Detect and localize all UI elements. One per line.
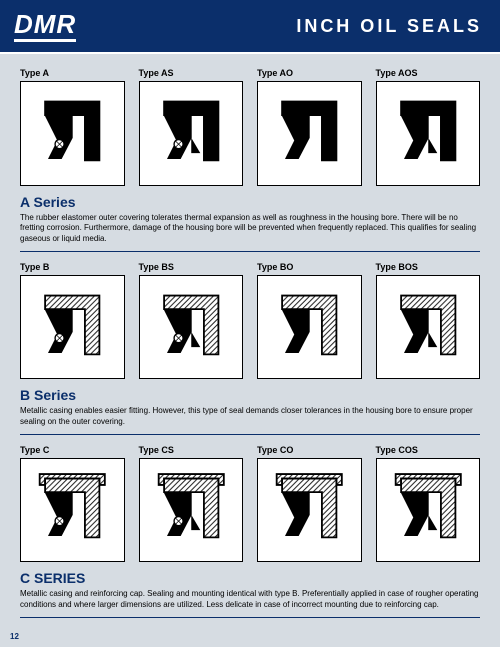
type-row: Type A Type AS Type AO xyxy=(20,68,480,186)
seal-diagram xyxy=(20,458,125,563)
type-label: Type A xyxy=(20,68,125,78)
type-cell: Type BO xyxy=(257,262,362,380)
page-header: DMR INCH OIL SEALS xyxy=(0,0,500,54)
type-label: Type B xyxy=(20,262,125,272)
type-row: Type C Type CS Type CO xyxy=(20,445,480,563)
type-cell: Type AO xyxy=(257,68,362,186)
type-label: Type C xyxy=(20,445,125,455)
type-cell: Type BOS xyxy=(376,262,481,380)
page-content: Type A Type AS Type AO xyxy=(0,54,500,618)
seal-diagram xyxy=(257,458,362,563)
type-cell: Type CS xyxy=(139,445,244,563)
type-label: Type COS xyxy=(376,445,481,455)
page-number: 12 xyxy=(10,632,19,641)
catalog-page: DMR INCH OIL SEALS Type A Type AS xyxy=(0,0,500,647)
series-description: Metallic casing enables easier fitting. … xyxy=(20,406,480,428)
type-cell: Type AOS xyxy=(376,68,481,186)
type-label: Type CO xyxy=(257,445,362,455)
seal-diagram xyxy=(257,81,362,186)
seal-diagram xyxy=(139,458,244,563)
type-cell: Type BS xyxy=(139,262,244,380)
seal-diagram xyxy=(20,81,125,186)
seal-diagram xyxy=(20,275,125,380)
section-divider xyxy=(20,617,480,618)
type-cell: Type A xyxy=(20,68,125,186)
section-divider xyxy=(20,434,480,435)
type-label: Type AS xyxy=(139,68,244,78)
type-cell: Type C xyxy=(20,445,125,563)
type-label: Type BOS xyxy=(376,262,481,272)
seal-diagram xyxy=(376,458,481,563)
type-cell: Type AS xyxy=(139,68,244,186)
series-title: C SERIES xyxy=(20,570,480,586)
type-label: Type CS xyxy=(139,445,244,455)
type-label: Type AO xyxy=(257,68,362,78)
seal-diagram xyxy=(139,275,244,380)
seal-diagram xyxy=(376,81,481,186)
type-label: Type AOS xyxy=(376,68,481,78)
type-cell: Type CO xyxy=(257,445,362,563)
seal-diagram xyxy=(139,81,244,186)
type-cell: Type COS xyxy=(376,445,481,563)
page-title: INCH OIL SEALS xyxy=(296,16,482,37)
type-row: Type B Type BS Type BO xyxy=(20,262,480,380)
series-container: Type A Type AS Type AO xyxy=(20,68,480,618)
type-cell: Type B xyxy=(20,262,125,380)
seal-diagram xyxy=(257,275,362,380)
series-description: Metallic casing and reinforcing cap. Sea… xyxy=(20,589,480,611)
section-divider xyxy=(20,251,480,252)
series-title: B Series xyxy=(20,387,480,403)
seal-diagram xyxy=(376,275,481,380)
type-label: Type BS xyxy=(139,262,244,272)
series-description: The rubber elastomer outer covering tole… xyxy=(20,213,480,245)
series-title: A Series xyxy=(20,194,480,210)
type-label: Type BO xyxy=(257,262,362,272)
brand-logo: DMR xyxy=(14,11,76,42)
